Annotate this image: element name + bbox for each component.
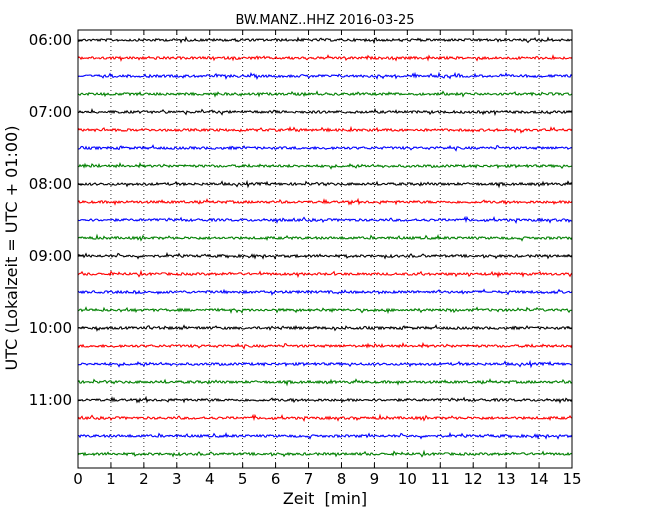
trace-1030 [77, 359, 573, 369]
trace-1145 [77, 449, 573, 458]
trace-0900 [77, 251, 573, 260]
trace-1015 [77, 341, 573, 350]
trace-0715 [77, 125, 573, 134]
trace-0815 [77, 197, 573, 206]
trace-0930 [77, 288, 573, 296]
trace-0745 [77, 161, 573, 170]
x-axis-label: Zeit [min] [283, 489, 367, 508]
x-tick-label: 0 [73, 470, 83, 488]
x-tick-label: 14 [530, 470, 549, 488]
trace-1115 [77, 413, 573, 422]
y-tick-label: 11:00 [29, 391, 72, 409]
x-tick-label: 3 [172, 470, 182, 488]
x-tick-label: 9 [370, 470, 380, 488]
trace-1130 [77, 431, 573, 440]
grid-lines [110, 30, 540, 468]
y-tick-label: 09:00 [29, 247, 72, 265]
x-tick-label: 13 [497, 470, 516, 488]
trace-0830 [77, 215, 573, 224]
y-tick-label: 10:00 [29, 319, 72, 337]
trace-0700 [77, 107, 573, 117]
x-tick-label: 8 [337, 470, 347, 488]
trace-1045 [77, 378, 573, 387]
trace-group [77, 36, 573, 458]
trace-0600 [77, 36, 573, 45]
x-tick-label: 5 [238, 470, 248, 488]
x-tick-label: 6 [271, 470, 281, 488]
x-tick-label: 4 [205, 470, 215, 488]
x-tick-label: 1 [106, 470, 116, 488]
trace-0645 [77, 90, 573, 98]
chart-title: BW.MANZ..HHZ 2016-03-25 [235, 13, 414, 28]
x-tick-label: 2 [139, 470, 149, 488]
y-tick-label: 06:00 [29, 31, 72, 49]
trace-0630 [77, 71, 573, 81]
trace-0915 [77, 269, 573, 279]
y-tick-label: 07:00 [29, 103, 72, 121]
trace-0730 [77, 144, 573, 152]
y-tick-label: 08:00 [29, 175, 72, 193]
plot-frame [77, 29, 573, 469]
trace-0945 [77, 306, 573, 315]
x-tick-label: 7 [304, 470, 314, 488]
x-tick-label: 12 [464, 470, 483, 488]
trace-1100 [77, 395, 573, 404]
y-axis: 06:00 07:00 08:00 09:00 10:00 11:00 [29, 31, 572, 409]
trace-1000 [77, 324, 573, 332]
trace-0615 [77, 54, 573, 62]
x-tick-label: 11 [431, 470, 450, 488]
x-tick-label: 10 [398, 470, 417, 488]
x-tick-label: 15 [562, 470, 581, 488]
trace-0845 [77, 233, 573, 242]
y-axis-label: UTC (Lokalzeit = UTC + 01:00) [2, 126, 21, 371]
trace-0800 [77, 179, 573, 189]
x-axis: 0 1 2 3 4 5 6 7 8 9 10 11 12 13 14 15 [73, 30, 582, 488]
